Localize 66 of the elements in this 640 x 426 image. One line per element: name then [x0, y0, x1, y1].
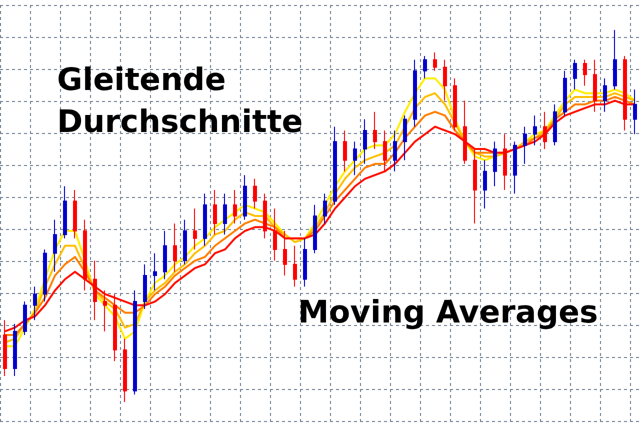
- candlestick: [593, 59, 597, 112]
- candlestick: [223, 193, 227, 236]
- candlestick: [143, 264, 147, 310]
- candlestick: [303, 238, 307, 288]
- candlestick: [73, 189, 77, 239]
- candlestick: [283, 230, 287, 276]
- candlestick: [33, 286, 37, 321]
- candlestick: [563, 70, 567, 116]
- annotation: Moving Averages: [298, 294, 598, 330]
- candlestick: [133, 290, 137, 396]
- candlestick: [113, 294, 117, 362]
- candlestick: [433, 52, 437, 72]
- candlestick: [153, 252, 157, 291]
- candlestick: [533, 115, 537, 146]
- candlestick: [183, 219, 187, 265]
- candlestick: [343, 130, 347, 172]
- candlestick: [493, 141, 497, 187]
- candlestick: [213, 189, 217, 236]
- candlestick: [423, 56, 427, 79]
- candlestick: [123, 338, 127, 402]
- text: Gleitende Durchschnitte: [57, 62, 303, 140]
- candlestick: [573, 59, 577, 90]
- candlestick: [323, 193, 327, 224]
- candlestick: [203, 193, 207, 246]
- candlestick: [513, 141, 517, 194]
- candlestick: [373, 111, 377, 150]
- candlestick: [273, 208, 277, 262]
- candlestick: [613, 30, 617, 90]
- candlestick: [103, 290, 107, 332]
- candlestick: [263, 193, 267, 239]
- candlestick: [463, 100, 467, 164]
- candlestick: [43, 248, 47, 302]
- candlestick: [363, 118, 367, 164]
- candlestick: [163, 230, 167, 280]
- candlestick: [23, 301, 27, 336]
- candlestick: [473, 148, 477, 224]
- candlestick: [253, 178, 257, 210]
- candlestick: [443, 59, 447, 102]
- candlestick: [53, 219, 57, 272]
- candlestick: [193, 208, 197, 250]
- candlestick: [13, 323, 17, 376]
- candlestick: [353, 141, 357, 176]
- candlestick: [623, 56, 627, 131]
- candlestick: [483, 160, 487, 210]
- candlestick: [633, 89, 637, 135]
- candlestick: [603, 78, 607, 112]
- candlestick: [63, 186, 67, 239]
- candlestick: [333, 126, 337, 206]
- candlestick: [93, 260, 97, 321]
- candlestick: [583, 59, 587, 86]
- candlestick: [243, 174, 247, 220]
- candlestick: [233, 189, 237, 224]
- candlestick: [503, 134, 507, 190]
- candlestick: [413, 59, 417, 128]
- candlestick: [313, 204, 317, 254]
- candlestick: [523, 126, 527, 164]
- candlestick: [403, 115, 407, 161]
- candlestick: [393, 130, 397, 172]
- candlestick: [383, 130, 387, 172]
- candlestick: [293, 245, 297, 288]
- candlestick: [553, 104, 557, 146]
- candlestick: [83, 219, 87, 291]
- candlestick: [3, 320, 7, 376]
- candlestick: [173, 222, 177, 272]
- candlestick: [543, 111, 547, 150]
- candlestick: [453, 78, 457, 131]
